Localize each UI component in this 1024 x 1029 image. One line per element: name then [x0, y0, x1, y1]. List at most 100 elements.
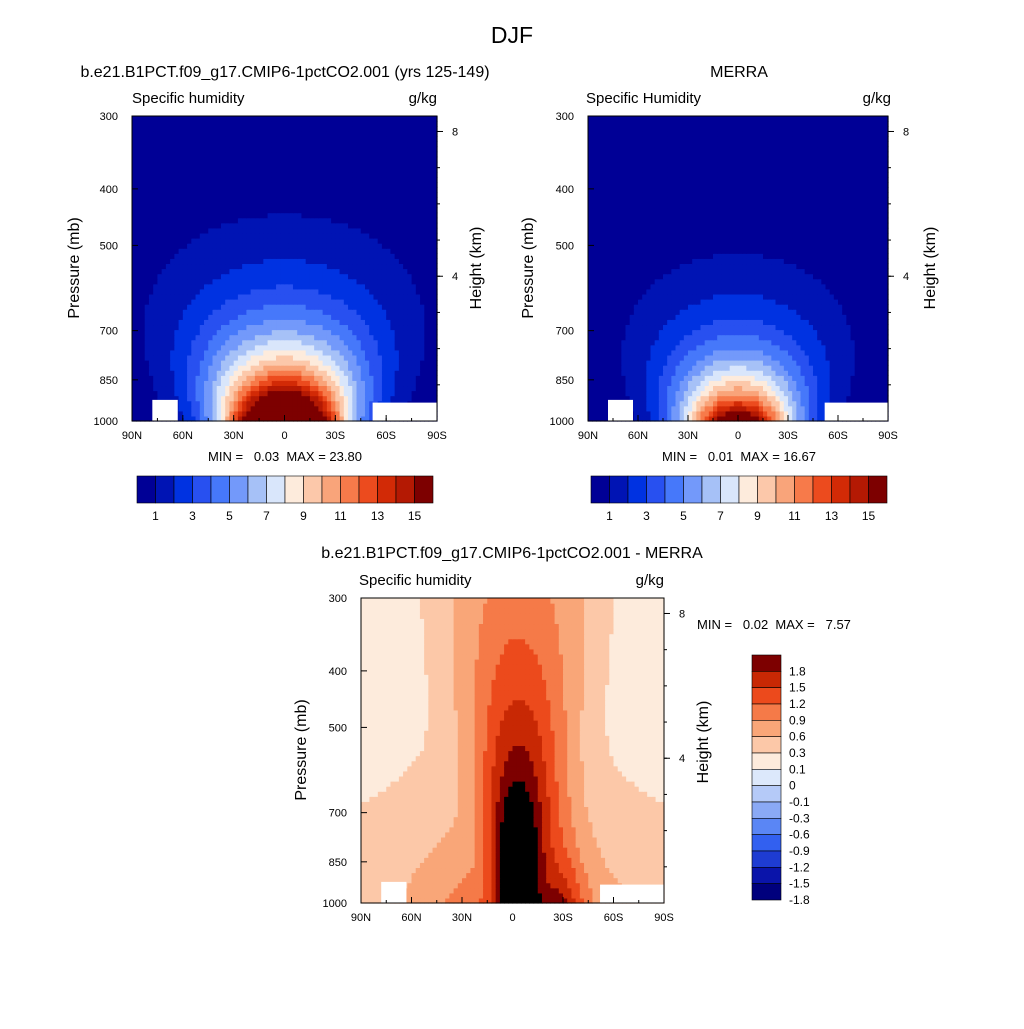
field-cell [696, 406, 701, 412]
colorbar-box [230, 476, 249, 503]
field-cell [289, 223, 294, 229]
field-cell [318, 304, 323, 310]
field-cell [208, 365, 213, 371]
field-cell [369, 365, 374, 371]
field-cell [251, 121, 256, 127]
field-cell [399, 391, 404, 397]
field-cell [373, 126, 378, 132]
field-cell [361, 284, 366, 290]
field-cell [200, 330, 205, 336]
field-cell [382, 126, 387, 132]
field-cell [136, 324, 141, 330]
field-cell [140, 243, 145, 249]
field-cell [289, 299, 294, 305]
field-cell [297, 167, 302, 173]
field-cell [200, 319, 205, 325]
field-cell [609, 391, 614, 397]
field-cell [212, 223, 217, 229]
field-cell [344, 248, 349, 254]
field-cell [297, 299, 302, 305]
field-cell [289, 350, 294, 356]
field-cell [314, 274, 319, 280]
field-cell [403, 396, 408, 402]
field-cell [734, 401, 739, 407]
field-cell [361, 314, 366, 320]
field-cell [246, 350, 251, 356]
field-cell [730, 401, 735, 407]
field-cell [234, 121, 239, 127]
field-cell [140, 131, 145, 137]
field-cell [242, 187, 247, 193]
field-cell [721, 391, 726, 397]
field-cell [335, 258, 340, 264]
field-cell [153, 121, 158, 127]
field-cell [403, 385, 408, 391]
field-cell [166, 350, 171, 356]
field-cell [352, 116, 357, 122]
field-cell [174, 147, 179, 153]
field-cell [208, 253, 213, 259]
field-cell [327, 141, 332, 147]
field-cell [684, 396, 689, 402]
field-cell [344, 324, 349, 330]
field-cell [179, 187, 184, 193]
field-cell [170, 284, 175, 290]
field-cell [170, 258, 175, 264]
field-cell [335, 233, 340, 239]
field-cell [196, 274, 201, 280]
field-cell [365, 167, 370, 173]
field-cell [390, 365, 395, 371]
field-cell [390, 396, 395, 402]
field-cell [212, 238, 217, 244]
field-cell [157, 350, 162, 356]
field-cell [221, 396, 226, 402]
field-cell [174, 360, 179, 366]
field-cell [420, 253, 425, 259]
field-cell [755, 385, 760, 391]
field-cell [416, 167, 421, 173]
field-cell [344, 228, 349, 234]
field-cell [225, 172, 230, 178]
field-cell [263, 121, 268, 127]
field-cell [263, 126, 268, 132]
field-cell [145, 330, 150, 336]
field-cell [140, 406, 145, 412]
field-cell [365, 126, 370, 132]
field-cell [335, 335, 340, 341]
field-cell [251, 202, 256, 208]
x-tick-label: 90S [427, 430, 447, 442]
field-cell [238, 370, 243, 376]
field-cell [327, 187, 332, 193]
field-cell [361, 233, 366, 239]
field-cell [605, 385, 610, 391]
field-cell [361, 228, 366, 234]
field-cell [386, 375, 391, 381]
field-cell [242, 299, 247, 305]
field-cell [149, 218, 154, 224]
field-cell [730, 406, 735, 412]
field-cell [310, 385, 315, 391]
field-cell [132, 141, 137, 147]
field-cell [429, 279, 434, 285]
field-cell [145, 350, 150, 356]
field-cell [221, 243, 226, 249]
field-cell [234, 350, 239, 356]
field-cell [310, 213, 315, 219]
field-cell [183, 279, 188, 285]
field-cell [293, 340, 298, 346]
field-cell [263, 330, 268, 336]
field-cell [280, 167, 285, 173]
field-cell [742, 406, 747, 412]
field-cell [157, 208, 162, 214]
field-cell [200, 304, 205, 310]
field-cell [200, 274, 205, 280]
field-cell [420, 335, 425, 341]
field-cell [285, 243, 290, 249]
field-cell [399, 304, 404, 310]
field-cell [246, 375, 251, 381]
field-cell [255, 401, 260, 407]
field-cell [323, 223, 328, 229]
field-cell [378, 243, 383, 249]
field-cell [318, 253, 323, 259]
field-cell [306, 406, 311, 412]
